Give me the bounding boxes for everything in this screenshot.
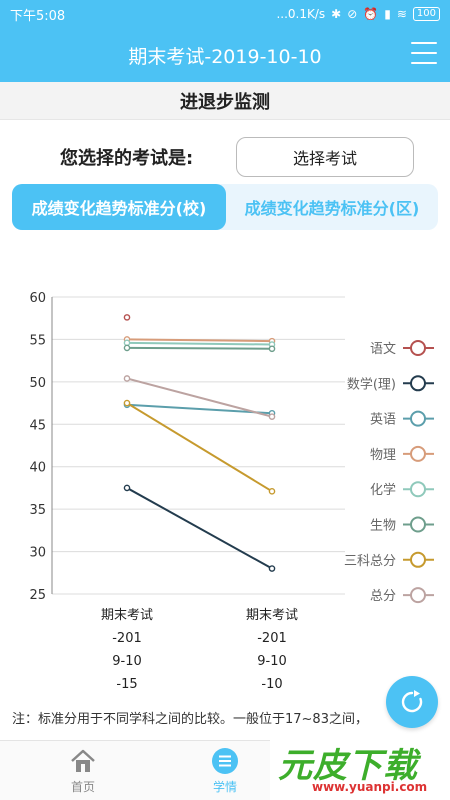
nav-home[interactable]: 首页 (48, 747, 118, 795)
x-tick-label: 9-10 (257, 654, 287, 669)
legend-label: 物理 (370, 448, 396, 463)
data-point (123, 484, 131, 492)
status-icons: ...0.1K/s ✱ ⊘ ⏰ ▮ ≋ 100 (276, 7, 440, 21)
signal-icon: ▮ (384, 7, 391, 21)
refresh-button[interactable] (386, 676, 438, 728)
series-line (126, 377, 273, 418)
nav-study-label: 学情 (212, 780, 237, 794)
legend-marker (410, 445, 426, 462)
data-point (123, 399, 131, 407)
tab-school-standard-score[interactable]: 成绩变化趋势标准分(校) (12, 184, 226, 230)
x-tick-label: -201 (112, 631, 142, 646)
status-bar: 下午5:08 ...0.1K/s ✱ ⊘ ⏰ ▮ ≋ 100 (0, 0, 450, 28)
watermark-url: www.yuanpi.com (312, 780, 428, 794)
alarm-icon: ⏰ (363, 7, 379, 21)
x-tick-label: 期末考试 (246, 608, 298, 623)
select-exam-button[interactable]: 选择考试 (236, 137, 414, 177)
nav-study[interactable]: 学情 (190, 747, 260, 795)
score-trend-chart: 25 30 35 40 45 50 55 60 期末考试 -201 9-10 -15 期末考试 -201 9… (29, 291, 434, 692)
bluetooth-icon: ✱ (331, 7, 342, 21)
legend-marker (410, 516, 426, 533)
legend-marker (410, 587, 426, 604)
y-tick-label: 35 (29, 503, 46, 518)
data-point (123, 375, 131, 382)
section-title: 进退步监测 (0, 82, 450, 120)
list-circle-icon (211, 747, 239, 775)
y-tick-label: 25 (29, 588, 46, 603)
y-tick-label: 50 (29, 376, 46, 391)
y-tick-label: 30 (29, 546, 46, 561)
refresh-icon (401, 690, 423, 713)
series-line (126, 346, 273, 350)
hamburger-menu-icon[interactable] (411, 42, 437, 64)
status-time: 下午5:08 (10, 8, 66, 24)
app-header: 期末考试-2019-10-10 (0, 28, 450, 82)
data-point (268, 565, 276, 572)
data-point (123, 314, 131, 321)
home-icon (69, 747, 97, 775)
series-line (126, 402, 273, 493)
watermark-text: 元皮下载 (278, 746, 418, 786)
legend-marker (410, 481, 426, 498)
watermark-logo: 元皮下载 www.yuanpi.com (270, 738, 450, 800)
data-point (268, 413, 276, 420)
legend-label: 生物 (370, 519, 396, 534)
legend-label: 语文 (370, 342, 396, 357)
trend-tabs: 成绩变化趋势标准分(校) 成绩变化趋势标准分(区) (12, 184, 438, 230)
data-point (123, 344, 131, 352)
data-point (268, 488, 276, 495)
legend-marker (410, 375, 426, 392)
exam-select-label: 您选择的考试是: (60, 148, 194, 169)
x-tick-label: -201 (257, 631, 287, 646)
exam-select-row: 您选择的考试是: 选择考试 (0, 136, 450, 178)
note-text: 注：标准分用于不同学科之间的比较。一般位于17~83之间， (12, 712, 368, 727)
series-line (126, 341, 273, 346)
x-tick-label: 期末考试 (101, 608, 153, 623)
page-title: 期末考试-2019-10-10 (128, 45, 322, 68)
battery-icon: 100 (412, 7, 440, 21)
y-tick-label: 45 (29, 418, 46, 433)
data-point (268, 345, 276, 353)
network-speed: ...0.1K/s (276, 7, 326, 21)
legend-label: 化学 (370, 482, 396, 498)
series-line (126, 487, 273, 570)
y-tick-label: 40 (29, 461, 46, 476)
legend-label: 三科总分 (344, 554, 396, 569)
legend-label: 数学(理) (347, 376, 396, 392)
mute-icon: ⊘ (347, 7, 358, 21)
x-tick-label: 9-10 (112, 654, 142, 669)
wifi-icon: ≋ (396, 7, 407, 21)
legend-marker (410, 551, 426, 568)
tab-district-standard-score[interactable]: 成绩变化趋势标准分(区) (244, 199, 420, 218)
legend-marker (410, 340, 426, 356)
x-tick-label: -15 (116, 677, 137, 692)
y-tick-label: 60 (29, 291, 46, 306)
nav-home-label: 首页 (70, 780, 95, 794)
series-line (126, 403, 273, 415)
legend-marker (410, 410, 426, 427)
series-line (126, 338, 273, 343)
legend-label: 英语 (370, 413, 396, 428)
x-tick-label: -10 (261, 677, 282, 692)
legend-label: 总分 (370, 589, 396, 604)
y-tick-label: 55 (29, 333, 46, 348)
